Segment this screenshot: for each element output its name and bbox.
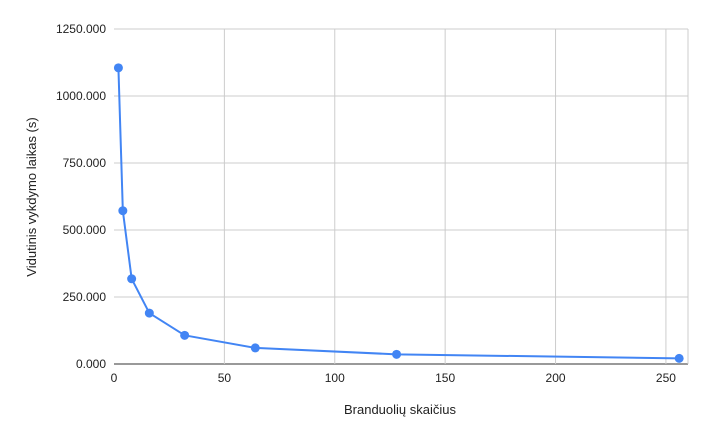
y-tick-label: 750.000: [63, 156, 107, 170]
y-axis-title: Vidutinis vykdymo laikas (s): [24, 117, 39, 276]
data-point: [180, 330, 190, 340]
data-point: [118, 206, 128, 216]
x-axis-ticks: 0 50 100 150 200 250: [111, 371, 677, 385]
series-layer: [113, 63, 684, 363]
data-point: [127, 274, 137, 284]
y-tick-label: 1000.000: [56, 89, 106, 103]
data-point: [392, 349, 402, 359]
data-point: [144, 308, 154, 318]
x-tick-label: 100: [325, 371, 345, 385]
y-tick-label: 500.000: [63, 223, 107, 237]
x-tick-label: 50: [218, 371, 232, 385]
y-tick-label: 0.000: [76, 357, 106, 371]
data-point: [674, 353, 684, 363]
data-point: [250, 343, 260, 353]
y-tick-label: 1250.000: [56, 22, 106, 36]
x-axis-title: Branduolių skaičius: [344, 402, 457, 417]
y-axis-ticks: 0.000 250.000 500.000 750.000 1000.000 1250.0…: [56, 22, 106, 371]
x-tick-label: 0: [111, 371, 118, 385]
gridlines: [114, 28, 689, 365]
x-tick-label: 250: [656, 371, 676, 385]
data-point: [113, 63, 123, 73]
series-line: [117, 67, 680, 360]
x-tick-label: 150: [435, 371, 455, 385]
x-tick-label: 200: [546, 371, 566, 385]
y-tick-label: 250.000: [63, 290, 107, 304]
